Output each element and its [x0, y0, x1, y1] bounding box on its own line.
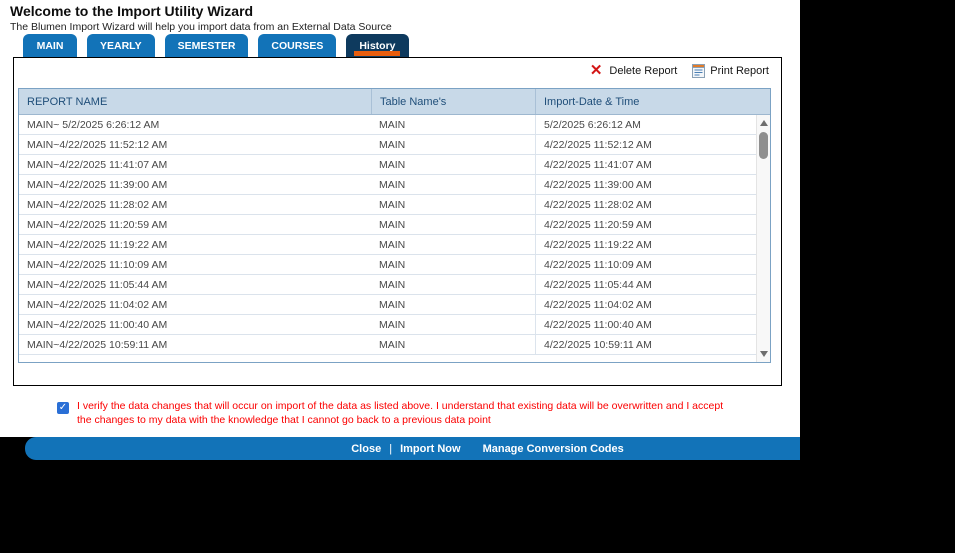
table-name-cell: MAIN	[379, 338, 406, 351]
report-name-cell: MAIN~4/22/2025 11:20:59 AM	[27, 218, 168, 231]
tab-label: History	[359, 39, 396, 52]
import-datetime-cell: 4/22/2025 11:41:07 AM	[535, 155, 770, 174]
verification-row: ✓ I verify the data changes that will oc…	[57, 400, 747, 427]
table-name-cell: MAIN	[379, 298, 406, 311]
import-datetime-cell: 4/22/2025 11:39:00 AM	[535, 175, 770, 194]
table-name-cell: MAIN	[379, 138, 406, 151]
report-actions-toolbar: ✕ Delete Report Print Report	[590, 63, 769, 78]
report-name-cell: MAIN~4/22/2025 11:41:07 AM	[27, 158, 168, 171]
import-history-table: REPORT NAME Table Name's Import-Date & Tim…	[18, 88, 771, 363]
table-row[interactable]: MAIN~4/22/2025 11:28:02 AM MAIN 4/22/2025 …	[19, 195, 770, 215]
table-row[interactable]: MAIN~4/22/2025 10:59:11 AM MAIN 4/22/2025 …	[19, 335, 770, 355]
vertical-scrollbar[interactable]	[756, 115, 770, 362]
table-row[interactable]: MAIN~4/22/2025 11:20:59 AM MAIN 4/22/2025 …	[19, 215, 770, 235]
import-datetime-cell: 4/22/2025 11:28:02 AM	[535, 195, 770, 214]
import-datetime-cell: 4/22/2025 11:05:44 AM	[535, 275, 770, 294]
print-report-button[interactable]: Print Report	[710, 64, 769, 77]
tab-label: MAIN	[36, 39, 64, 52]
table-name-cell: MAIN	[379, 258, 406, 271]
report-name-cell: MAIN~4/22/2025 11:04:02 AM	[27, 298, 168, 311]
table-name-cell: MAIN	[379, 178, 406, 191]
table-body: MAIN~ 5/2/2025 6:26:12 AM MAIN 5/2/2025 6:…	[19, 115, 770, 355]
import-datetime-cell: 5/2/2025 6:26:12 AM	[535, 115, 770, 134]
table-name-cell: MAIN	[379, 158, 406, 171]
scroll-up-icon	[759, 120, 768, 126]
table-name-cell: MAIN	[379, 278, 406, 291]
scroll-down-icon	[759, 351, 768, 357]
import-datetime-cell: 4/22/2025 11:00:40 AM	[535, 315, 770, 334]
import-datetime-cell: 4/22/2025 11:20:59 AM	[535, 215, 770, 234]
print-report-icon	[692, 63, 706, 78]
history-tab-panel: ✕ Delete Report Print Report REPORT NAME…	[13, 57, 782, 386]
report-name-cell: MAIN~4/22/2025 11:52:12 AM	[27, 138, 168, 151]
report-name-cell: MAIN~ 5/2/2025 6:26:12 AM	[27, 118, 160, 131]
report-name-cell: MAIN~4/22/2025 11:05:44 AM	[27, 278, 168, 291]
active-tab-indicator	[354, 51, 401, 56]
tab-label: SEMESTER	[177, 39, 236, 52]
tab-label: COURSES	[271, 39, 324, 52]
table-row[interactable]: MAIN~4/22/2025 11:19:22 AM MAIN 4/22/2025 …	[19, 235, 770, 255]
tab-history[interactable]: History	[346, 34, 409, 57]
table-row[interactable]: MAIN~4/22/2025 11:39:00 AM MAIN 4/22/2025 …	[19, 175, 770, 195]
table-name-cell: MAIN	[379, 118, 406, 131]
footer-action-bar: Close | Import Now Manage Conversion Cod…	[25, 437, 800, 460]
table-row[interactable]: MAIN~4/22/2025 11:00:40 AM MAIN 4/22/2025 …	[19, 315, 770, 335]
table-name-cell: MAIN	[379, 238, 406, 251]
close-button[interactable]: Close	[351, 442, 382, 455]
import-wizard-window: Welcome to the Import Utility Wizard The…	[0, 0, 800, 437]
delete-x-icon: ✕	[589, 62, 603, 79]
verify-warning-text: I verify the data changes that will occu…	[77, 400, 724, 426]
tab-semester[interactable]: SEMESTER	[164, 34, 249, 57]
column-header[interactable]: Table Name's	[371, 89, 535, 114]
import-datetime-cell: 4/22/2025 11:52:12 AM	[535, 135, 770, 154]
import-datetime-cell: 4/22/2025 11:04:02 AM	[535, 295, 770, 314]
tab-main[interactable]: MAIN	[23, 34, 77, 57]
table-name-cell: MAIN	[379, 218, 406, 231]
report-name-cell: MAIN~4/22/2025 11:19:22 AM	[27, 238, 168, 251]
import-datetime-cell: 4/22/2025 11:19:22 AM	[535, 235, 770, 254]
tab-label: YEARLY	[100, 39, 142, 52]
report-name-cell: MAIN~4/22/2025 11:39:00 AM	[27, 178, 168, 191]
tab-courses[interactable]: COURSES	[258, 34, 337, 57]
manage-conversion-codes-button[interactable]: Manage Conversion Codes	[482, 442, 624, 455]
table-row[interactable]: MAIN~4/22/2025 11:04:02 AM MAIN 4/22/2025 …	[19, 295, 770, 315]
delete-report-button[interactable]: Delete Report	[609, 64, 678, 77]
table-header-row: REPORT NAME Table Name's Import-Date & Tim…	[19, 89, 770, 115]
tab-bar: MAIN YEARLY SEMESTER COURSES History	[23, 34, 409, 57]
import-datetime-cell: 4/22/2025 10:59:11 AM	[535, 335, 770, 354]
page-title: Welcome to the Import Utility Wizard	[10, 3, 254, 19]
table-row[interactable]: MAIN~4/22/2025 11:52:12 AM MAIN 4/22/2025 …	[19, 135, 770, 155]
scroll-down-button[interactable]	[757, 348, 770, 360]
report-name-cell: MAIN~4/22/2025 11:28:02 AM	[27, 198, 168, 211]
table-name-cell: MAIN	[379, 318, 406, 331]
report-name-cell: MAIN~4/22/2025 11:10:09 AM	[27, 258, 168, 271]
report-name-cell: MAIN~4/22/2025 10:59:11 AM	[27, 338, 168, 351]
footer-divider: |	[389, 442, 393, 455]
scrollbar-thumb[interactable]	[759, 132, 768, 159]
import-datetime-cell: 4/22/2025 11:10:09 AM	[535, 255, 770, 274]
column-header[interactable]: Import-Date & Time	[535, 89, 770, 114]
import-now-button[interactable]: Import Now	[400, 442, 461, 455]
page-subtitle: The Blumen Import Wizard will help you i…	[10, 21, 392, 33]
table-row[interactable]: MAIN~ 5/2/2025 6:26:12 AM MAIN 5/2/2025 6:…	[19, 115, 770, 135]
table-row[interactable]: MAIN~4/22/2025 11:41:07 AM MAIN 4/22/2025 …	[19, 155, 770, 175]
table-name-cell: MAIN	[379, 198, 406, 211]
table-row[interactable]: MAIN~4/22/2025 11:10:09 AM MAIN 4/22/2025 …	[19, 255, 770, 275]
table-row[interactable]: MAIN~4/22/2025 11:05:44 AM MAIN 4/22/2025 …	[19, 275, 770, 295]
verify-checkbox[interactable]: ✓	[57, 402, 69, 414]
column-header[interactable]: REPORT NAME	[27, 95, 108, 108]
report-name-cell: MAIN~4/22/2025 11:00:40 AM	[27, 318, 168, 331]
tab-yearly[interactable]: YEARLY	[87, 34, 155, 57]
scroll-up-button[interactable]	[757, 117, 770, 129]
